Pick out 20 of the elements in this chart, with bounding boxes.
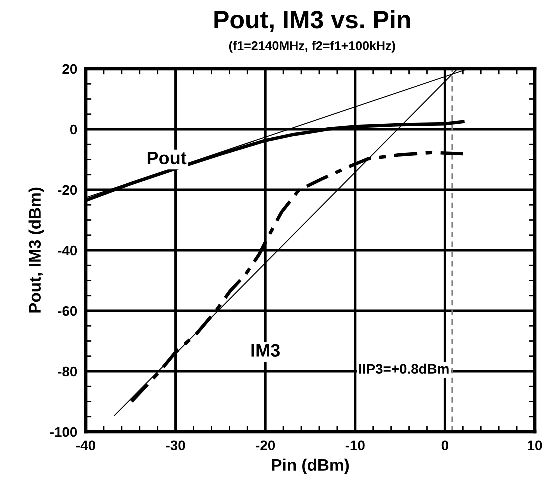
chart-title: Pout, IM3 vs. Pin	[214, 10, 410, 32]
x-tick-label: -40	[76, 440, 96, 451]
y-axis-title: Pout, IM3 (dBm)	[28, 188, 44, 313]
y-tick-label: -20	[58, 185, 78, 196]
x-axis-title: Pin (dBm)	[272, 458, 350, 474]
x-tick-label: -10	[346, 440, 365, 451]
y-tick-label: -100	[50, 427, 78, 438]
y-tick-label: -40	[58, 246, 78, 256]
ref-line-label: IIP3=+0.8dBm	[360, 364, 449, 374]
y-tick-label: -60	[58, 306, 78, 316]
text: IM3	[252, 344, 280, 358]
chart-subtitle: (f1=2140MHz, f2=f1+100kHz)	[229, 41, 396, 53]
x-tick-label: 10	[528, 440, 542, 451]
x-tick-label: -30	[166, 440, 186, 451]
y-tick-label: -80	[58, 366, 78, 377]
series-label: Pout	[148, 152, 187, 165]
y-tick-label: 20	[62, 64, 78, 74]
x-tick-label: -20	[256, 440, 276, 451]
x-tick-label: 0	[442, 440, 448, 451]
y-tick-label: 0	[70, 124, 78, 135]
